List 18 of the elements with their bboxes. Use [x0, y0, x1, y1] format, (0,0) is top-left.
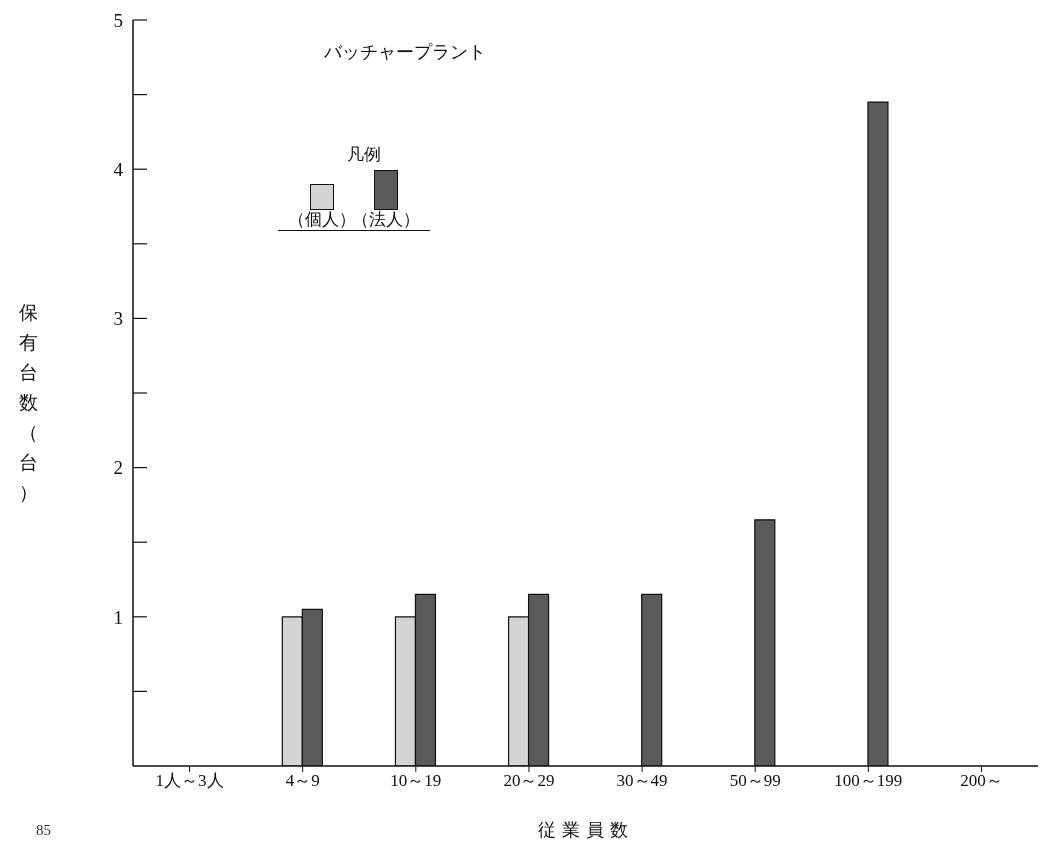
legend-title: 凡例 [347, 144, 381, 166]
x-axis-title: 従業員数 [536, 819, 635, 842]
y-axis-title: 保有台数（台） [17, 301, 39, 505]
text: バッチャープラント [322, 41, 487, 64]
x-tick-label: 1人～3人 [155, 771, 224, 791]
x-tick-label: 20～29 [503, 771, 555, 791]
text: 85 [36, 822, 51, 839]
y-tick-label: 4 [113, 158, 124, 180]
x-tick-label: 30～49 [616, 771, 668, 791]
x-tick-label: 10～19 [390, 771, 442, 791]
x-tick-label: 4～9 [285, 771, 320, 791]
x-tick-label: 100～199 [834, 771, 903, 791]
y-tick-label: 2 [113, 457, 123, 479]
y-tick-label: 5 [113, 9, 123, 31]
y-tick-label: 1 [113, 606, 123, 628]
x-tick-label: 200～ [960, 771, 1003, 791]
y-tick-label: 3 [113, 308, 123, 330]
x-tick-label: 50～99 [729, 771, 781, 791]
